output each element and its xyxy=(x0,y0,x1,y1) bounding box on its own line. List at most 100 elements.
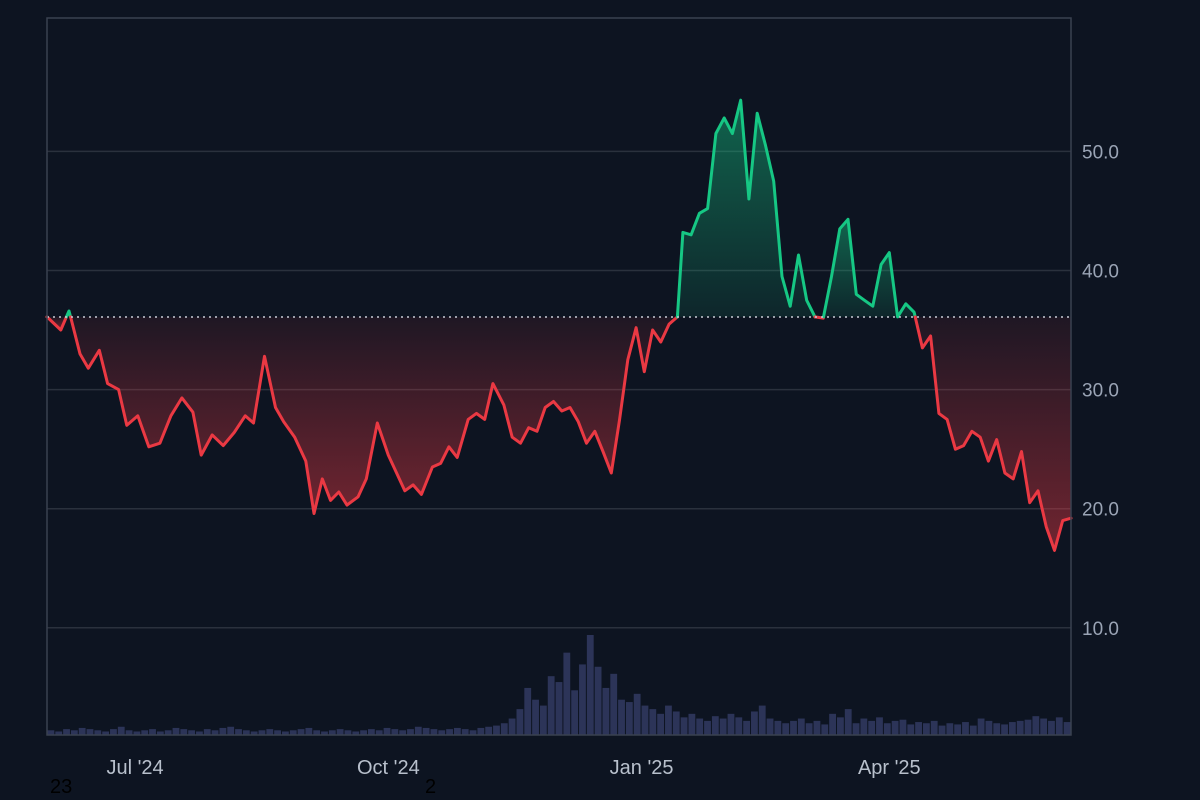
area-above-baseline xyxy=(823,219,916,317)
volume-bar xyxy=(141,730,149,735)
x-tick-label: Apr '25 xyxy=(858,757,921,779)
volume-bar xyxy=(375,730,383,735)
volume-bar xyxy=(1032,716,1040,735)
volume-bar xyxy=(790,720,797,735)
y-tick-label: 40.0 xyxy=(1082,261,1119,282)
volume-bar xyxy=(391,729,399,735)
volume-bar xyxy=(633,693,641,735)
volume-bar xyxy=(696,718,704,735)
volume-bar xyxy=(446,729,453,735)
volume-bar xyxy=(532,699,539,735)
volume-bar xyxy=(172,727,180,735)
volume-bar xyxy=(149,729,156,735)
volume-bar xyxy=(227,726,235,735)
volume-bar xyxy=(196,731,203,735)
volume-bar xyxy=(649,709,657,735)
axes xyxy=(46,17,1072,736)
volume-bar xyxy=(969,725,977,735)
volume-bar xyxy=(704,720,711,735)
volume-bar xyxy=(188,730,196,735)
volume-bar xyxy=(399,730,407,735)
volume-bar xyxy=(438,730,446,735)
volume-bar xyxy=(844,709,852,735)
volume-bar xyxy=(469,730,477,735)
volume-bar xyxy=(883,723,891,735)
volume-bar xyxy=(422,727,430,735)
volume-bar xyxy=(86,729,94,735)
volume-bar xyxy=(891,720,899,735)
y-tick-label: 20.0 xyxy=(1082,500,1119,521)
volume-bar xyxy=(1001,724,1008,735)
volume-bar xyxy=(383,727,391,735)
volume-bar xyxy=(555,682,563,735)
volume-bar xyxy=(610,673,618,735)
volume-bar xyxy=(993,723,1001,735)
volume-bar xyxy=(352,731,360,735)
area-below-baseline xyxy=(70,316,678,514)
volume-bar xyxy=(727,713,735,735)
y-tick-label: 30.0 xyxy=(1082,381,1119,402)
volume-bar xyxy=(688,713,696,735)
volume-bar xyxy=(94,730,102,735)
volume-bar xyxy=(602,687,610,735)
volume-bar xyxy=(938,725,946,735)
volume-bar xyxy=(321,731,328,735)
volume-bar xyxy=(930,720,938,735)
price-line-up xyxy=(675,98,817,319)
volume-bar xyxy=(625,702,633,735)
volume-bar xyxy=(117,726,125,735)
volume-bar xyxy=(797,718,805,735)
volume-bar xyxy=(289,730,297,735)
volume-bar xyxy=(657,713,665,735)
volume-bar xyxy=(313,730,321,735)
volume-bar xyxy=(547,676,555,735)
price-line-up xyxy=(64,309,73,319)
volume-bar xyxy=(242,730,250,735)
volume-bar xyxy=(125,730,133,735)
volume-bar xyxy=(156,731,164,735)
volume-bars xyxy=(47,635,1071,735)
volume-bar xyxy=(110,729,117,735)
volume-bar xyxy=(274,730,282,735)
volume-bar xyxy=(55,731,63,735)
volume-bar xyxy=(641,705,649,735)
volume-bar xyxy=(805,723,813,735)
volume-bar xyxy=(414,726,422,735)
volume-bar xyxy=(711,716,719,735)
volume-bar xyxy=(1048,720,1055,735)
volume-bar xyxy=(102,731,110,735)
volume-bar xyxy=(461,729,469,735)
volume-bar xyxy=(1008,722,1016,735)
volume-bar xyxy=(407,729,414,735)
volume-bar xyxy=(618,699,625,735)
volume-bar xyxy=(868,720,876,735)
volume-bar xyxy=(477,727,485,735)
volume-bar xyxy=(1024,719,1032,735)
volume-bar xyxy=(47,730,55,735)
volume-bar xyxy=(876,717,883,735)
volume-bar xyxy=(594,666,602,735)
stray-label-left: 23 xyxy=(50,776,73,798)
volume-bar xyxy=(164,730,172,735)
price-line-up xyxy=(822,217,917,319)
volume-bar xyxy=(258,730,266,735)
volume-bar xyxy=(297,729,305,735)
volume-bar xyxy=(743,720,751,735)
y-tick-label: 50.0 xyxy=(1082,142,1119,163)
volume-bar xyxy=(211,730,219,735)
x-tick-label: Jul '24 xyxy=(106,757,163,779)
volume-bar xyxy=(922,723,930,735)
volume-bar xyxy=(328,730,336,735)
volume-bar xyxy=(852,723,860,735)
volume-bar xyxy=(1040,718,1048,735)
price-line-down xyxy=(69,315,679,515)
volume-bar xyxy=(774,720,782,735)
volume-bar xyxy=(985,720,993,735)
price-line-down xyxy=(45,315,68,332)
y-tick-label: 10.0 xyxy=(1082,619,1119,640)
volume-bar xyxy=(133,731,141,735)
volume-bar xyxy=(219,727,227,735)
volume-bar xyxy=(282,731,289,735)
volume-bar xyxy=(586,635,594,735)
volume-bar xyxy=(665,705,672,735)
